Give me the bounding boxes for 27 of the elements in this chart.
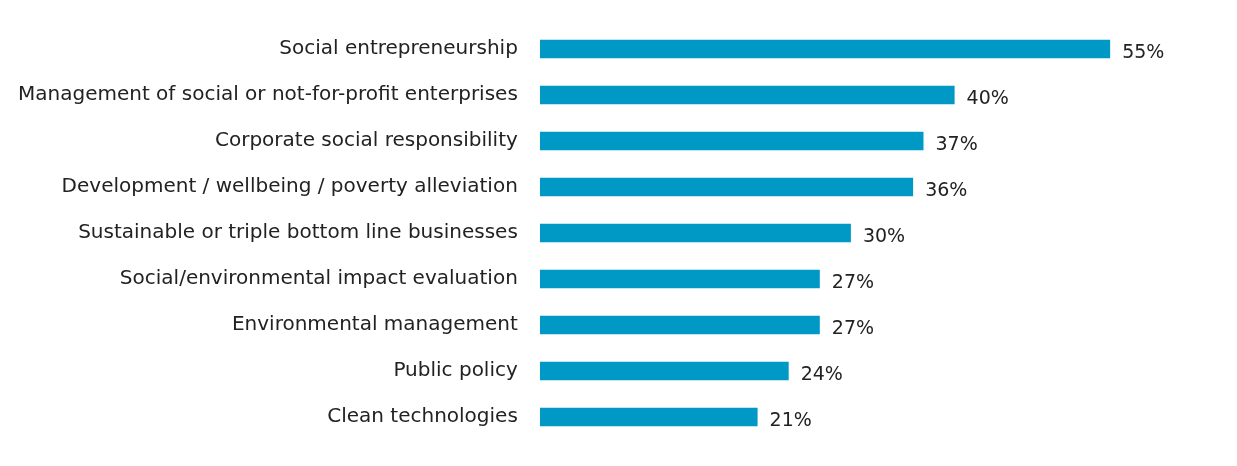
y-tick-label: Clean technologies (327, 403, 518, 428)
y-tick-label: Social/environmental impact evaluation (119, 265, 518, 290)
bar (539, 269, 820, 289)
data-label: 36% (925, 177, 968, 200)
y-tick-label: Public policy (393, 357, 518, 382)
data-label: 37% (935, 131, 978, 154)
bar (539, 361, 789, 381)
data-label: 27% (831, 269, 875, 292)
data-label: 24% (800, 361, 843, 384)
y-tick-label: Corporate social responsibility (214, 127, 518, 152)
data-label: 21% (769, 407, 812, 430)
data-label: 40% (966, 85, 1009, 108)
bar (539, 39, 1111, 59)
bar (539, 177, 914, 197)
bar (539, 407, 758, 427)
bar (539, 131, 924, 151)
y-tick-label: Management of social or not-for-profit enterprises (18, 81, 518, 106)
y-tick-label: Social entrepreneurship (279, 35, 518, 60)
data-label: 55% (1122, 39, 1165, 62)
y-tick-label: Environmental management (231, 311, 518, 336)
y-tick-label: Development / wellbeing / poverty alleviation (61, 173, 518, 198)
y-tick-label: Sustainable or triple bottom line businesses (78, 219, 518, 244)
bar (539, 315, 820, 335)
bar (539, 85, 955, 105)
data-label: 27% (831, 315, 875, 338)
bar (539, 223, 851, 243)
data-label: 30% (862, 223, 906, 246)
